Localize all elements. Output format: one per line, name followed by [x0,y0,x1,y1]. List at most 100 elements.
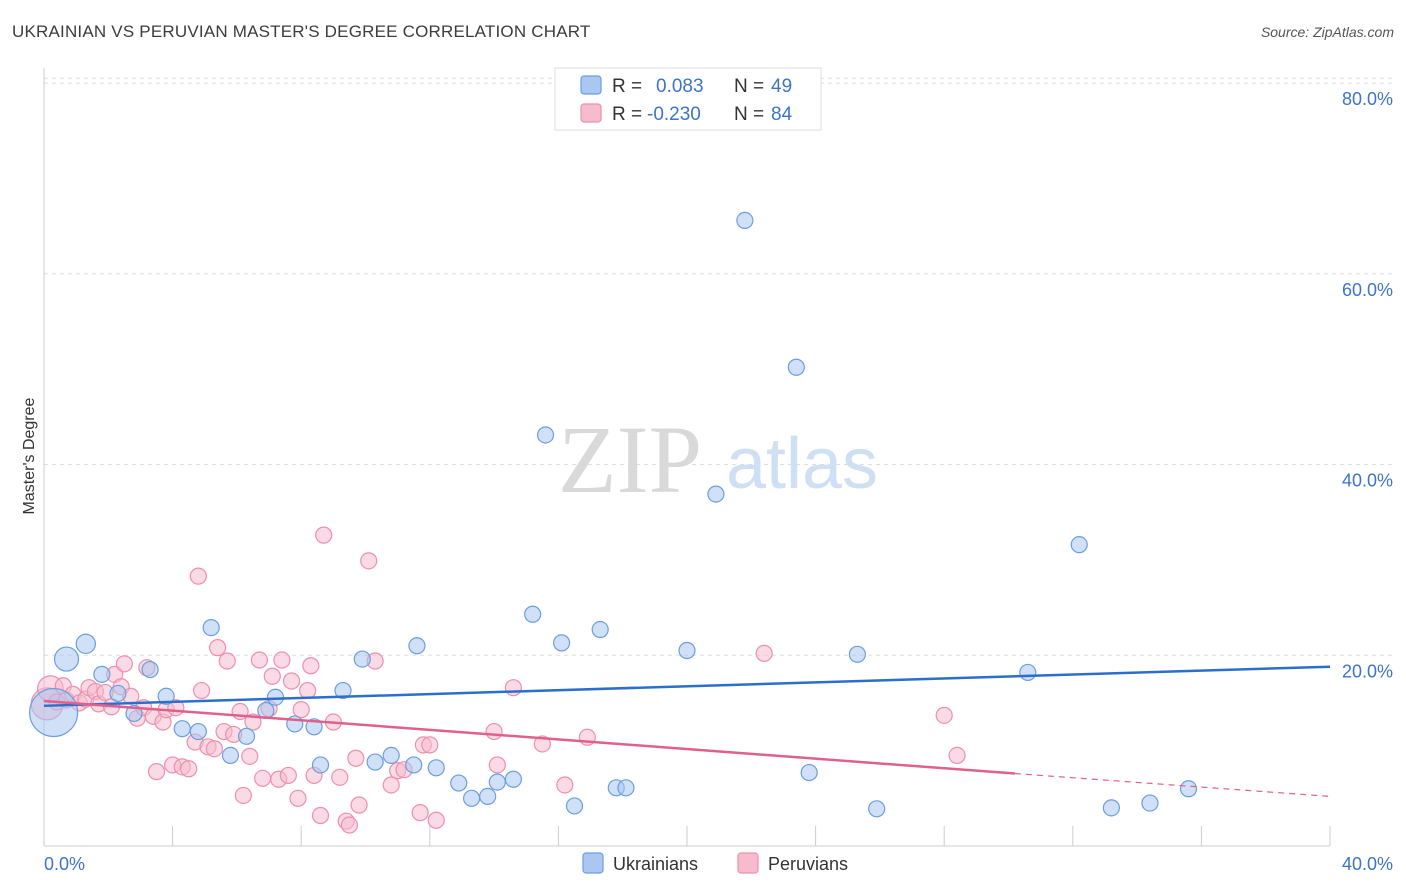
series-legend-label-ukrainians: Ukrainians [613,854,698,874]
ukrainian-point [565,797,584,815]
series-legend: Ukrainians Peruvians [582,852,848,874]
ukrainian-point [366,753,384,771]
peruvian-point [218,652,236,670]
legend-r-label: R = [612,104,642,125]
peruvian-point [331,768,349,786]
peruvian-point [311,806,330,825]
legend-r-value: -0.230 [647,104,701,125]
ukrainian-point [617,779,635,797]
y-tick-label: 80.0% [1342,89,1393,109]
ukrainian-point [353,650,371,668]
peruvian-point [282,672,301,690]
series-legend-swatch-peruvians [737,852,759,874]
x-tick-label: 0.0% [44,854,85,874]
peruvian-point [241,747,259,765]
peruvian-point [302,657,320,675]
ukrainian-point [405,756,423,774]
trend-lines [43,665,1331,798]
peruvian-point [935,706,953,724]
ukrainian-point [189,722,207,741]
peruvian-point [234,786,252,805]
ukrainian-point [1102,799,1120,817]
ukrainian-point [334,681,352,700]
peruvian-point [147,763,166,781]
y-tick-label: 60.0% [1342,280,1393,300]
peruvian-point [115,655,133,673]
peruvian-point [209,639,227,657]
ukrainian-point [93,665,111,683]
peruvian-point [488,756,506,774]
peruvian-point [350,796,368,814]
ukrainian-point [553,634,571,652]
peruvian-point [504,679,522,697]
ukrainian-point [141,660,159,679]
legend-n-label: N = [734,76,764,97]
ukrainian-point [75,633,96,655]
peruvian-point [427,811,445,829]
y-axis-label: Master's Degree [21,397,38,514]
peruvian-point [205,740,223,758]
peruvian-point [421,736,439,754]
chart-title: UKRAINIAN VS PERUVIAN MASTER'S DEGREE CO… [12,22,591,41]
ukrainians-trend-line [43,665,1331,708]
ukrainian-point [202,619,220,637]
peruvian-point [485,722,503,741]
peruvian-point [340,816,359,834]
ukrainian-point [173,720,191,738]
ukrainian-point [311,756,330,774]
peruvian-point [192,681,211,700]
peruvians-trend-extension [1014,772,1331,798]
peruvian-point [273,651,291,669]
ukrainian-point [787,358,805,376]
grid-lines [44,77,1392,656]
peruvian-point [299,681,317,700]
peruvian-point [533,735,551,753]
peruvian-point [360,552,378,570]
ukrainian-point [305,718,323,736]
peruvian-point [347,749,365,767]
ukrainian-point [266,688,285,706]
legend-n-label: N = [734,104,764,125]
series-legend-label-peruvians: Peruvians [768,854,848,874]
ukrainian-point [488,773,506,791]
peruvian-point [254,769,272,787]
ukrainian-point [868,800,886,818]
watermark-zip: ZIP [558,406,702,513]
peruvian-point [755,644,773,662]
peruvian-point [250,651,269,669]
ukrainian-point [1070,536,1088,554]
legend-n-value: 49 [771,76,792,97]
peruvian-point [556,776,574,794]
ukrainian-point [157,687,175,705]
ukrainian-point [1141,794,1159,812]
legend-n-value: 84 [771,104,793,125]
peruvian-point [292,701,310,719]
series-legend-swatch-ukrainians [582,852,604,874]
ukrainian-point [1179,780,1198,798]
peruvian-point [948,746,966,765]
watermark-atlas: atlas [726,424,878,504]
ukrainian-point [678,641,696,660]
peruvian-point [189,567,207,585]
peruvian-point [382,776,400,794]
zipatlas-watermark: ZIP atlas [558,406,878,513]
ukrainian-point [450,774,468,792]
ukrainian-point [800,763,818,782]
series-peruvians [30,526,966,834]
ukrainian-point [504,770,522,788]
ukrainian-point [427,759,445,777]
ukrainian-point [237,727,256,745]
ukrainian-point [125,704,143,723]
ukrainian-point [591,620,609,639]
peruvian-point [263,667,281,685]
ukrainian-point [524,605,542,623]
ukrainian-point [707,485,725,503]
peruvian-point [315,526,333,544]
legend-swatch-ukrainians [580,75,602,95]
legend: R = 0.083 N = 49 R = -0.230 N = 84 [554,67,822,131]
tick-labels: 20.0% 40.0% 60.0% 80.0% 0.0% 40.0% [44,89,1393,874]
ukrainian-point [1019,663,1037,682]
x-tick-label: 40.0% [1342,854,1393,874]
series-ukrainians [29,211,1198,818]
